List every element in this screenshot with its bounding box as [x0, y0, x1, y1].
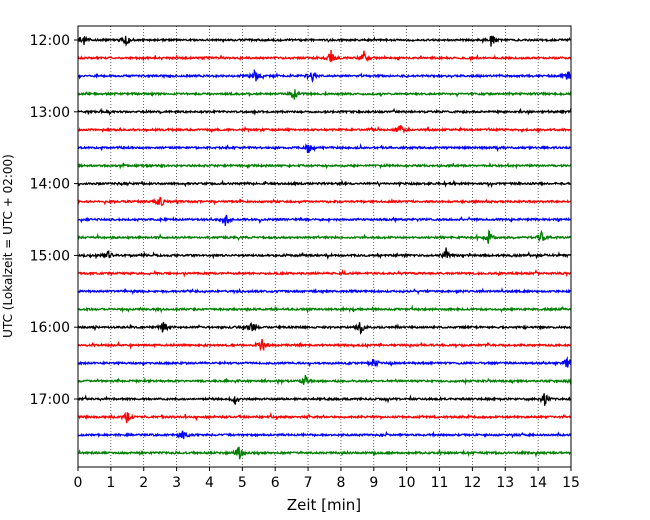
- seismic-traces: [77, 35, 572, 460]
- y-tick-label: 12:00: [30, 33, 70, 49]
- trace-line: [77, 162, 572, 170]
- trace-line: [77, 430, 572, 440]
- x-tick-label: 2: [139, 475, 148, 491]
- trace-line: [77, 446, 572, 460]
- trace-line: [77, 229, 572, 244]
- trace-line: [77, 196, 572, 207]
- trace-line: [77, 50, 572, 63]
- trace-line: [77, 287, 572, 296]
- x-tick-label: 6: [271, 475, 280, 491]
- x-axis-label: Zeit [min]: [287, 496, 361, 514]
- trace-line: [77, 321, 572, 335]
- x-tick-label: 10: [398, 475, 416, 491]
- y-tick-label: 13:00: [30, 105, 70, 121]
- trace-line: [77, 247, 572, 261]
- x-tick-label: 0: [74, 475, 83, 491]
- y-tick-label: 15:00: [30, 248, 70, 264]
- y-tick-label: 14:00: [30, 177, 70, 193]
- x-axis-ticks: 0 1 2 3 4 5 6 7 8 9 10 11 12 13 14 15: [74, 467, 580, 491]
- trace-line: [77, 35, 572, 47]
- y-tick-label: 16:00: [30, 320, 70, 336]
- x-tick-label: 15: [562, 475, 580, 491]
- x-tick-label: 11: [431, 475, 449, 491]
- x-tick-label: 1: [106, 475, 115, 491]
- x-tick-label: 12: [463, 475, 481, 491]
- x-tick-label: 13: [496, 475, 514, 491]
- trace-line: [77, 142, 572, 154]
- trace-line: [77, 374, 572, 386]
- x-tick-label: 3: [172, 475, 181, 491]
- x-tick-label: 7: [304, 475, 313, 491]
- trace-line: [77, 125, 572, 134]
- trace-line: [77, 107, 572, 116]
- plot-frame: [77, 25, 572, 468]
- y-axis-label: UTC (Lokalzeit = UTC + 02:00): [1, 154, 15, 338]
- trace-line: [77, 89, 572, 100]
- y-axis-ticks: 12:00 13:00 14:00 15:00 16:00 17:00: [30, 33, 78, 408]
- trace-line: [77, 214, 572, 226]
- trace-line: [77, 411, 572, 424]
- x-tick-label: 4: [205, 475, 214, 491]
- x-tick-label: 14: [529, 475, 547, 491]
- x-tick-label: 8: [336, 475, 345, 491]
- trace-line: [77, 304, 572, 314]
- x-tick-label: 5: [238, 475, 247, 491]
- trace-line: [77, 393, 572, 406]
- trace-line: [77, 356, 572, 368]
- trace-line: [78, 268, 572, 278]
- x-tick-label: 9: [369, 475, 378, 491]
- trace-line: [77, 68, 572, 84]
- y-tick-label: 17:00: [30, 392, 70, 408]
- trace-line: [77, 338, 572, 352]
- trace-line: [77, 179, 572, 189]
